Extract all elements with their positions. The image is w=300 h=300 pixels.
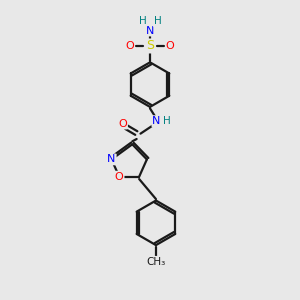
Text: O: O <box>125 41 134 51</box>
Text: N: N <box>146 26 154 35</box>
Text: O: O <box>115 172 124 182</box>
Text: N: N <box>152 116 161 126</box>
Text: H: H <box>139 16 146 26</box>
Text: CH₃: CH₃ <box>146 257 166 267</box>
Text: H: H <box>154 16 161 26</box>
Text: S: S <box>146 40 154 52</box>
Text: O: O <box>166 41 175 51</box>
Text: O: O <box>118 118 127 128</box>
Text: H: H <box>163 116 171 126</box>
Text: N: N <box>107 154 116 164</box>
